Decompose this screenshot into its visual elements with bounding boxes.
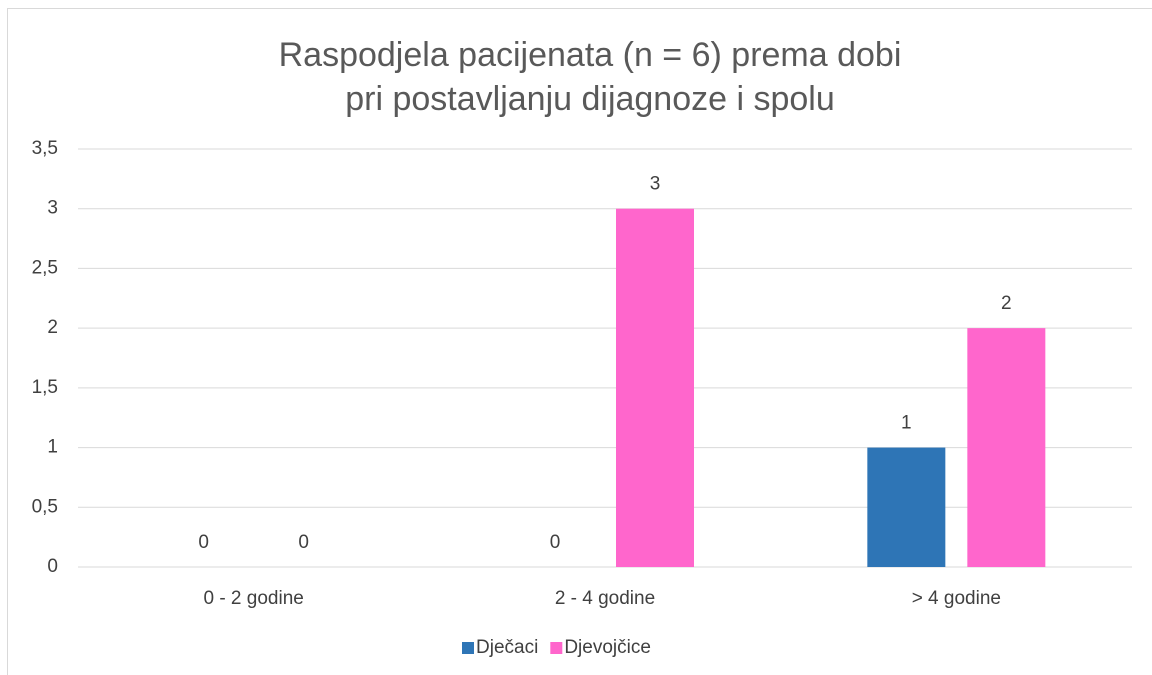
- data-label: 2: [1001, 293, 1012, 314]
- y-tick-label: 1,5: [32, 377, 58, 398]
- x-tick-label: 0 - 2 godine: [203, 588, 303, 609]
- y-tick-label: 0: [47, 556, 58, 577]
- x-tick-label: > 4 godine: [912, 588, 1001, 609]
- data-label: 3: [650, 174, 661, 195]
- data-label: 0: [550, 532, 561, 553]
- x-tick-label: 2 - 4 godine: [555, 588, 655, 609]
- bar: [867, 447, 946, 567]
- data-label: 0: [198, 532, 209, 553]
- y-tick-label: 0,5: [32, 496, 58, 517]
- y-tick-label: 2,5: [32, 257, 58, 278]
- legend-label: Dječaci: [476, 637, 538, 658]
- legend-swatch: [462, 642, 474, 654]
- bar: [967, 328, 1046, 567]
- chart-border: [7, 8, 1152, 675]
- data-label: 1: [901, 413, 912, 434]
- chart-title: pri postavljanju dijagnoze i spolu: [345, 80, 835, 118]
- y-tick-label: 3,5: [32, 138, 58, 159]
- y-tick-label: 1: [47, 437, 58, 458]
- chart-title: Raspodjela pacijenata (n = 6) prema dobi: [279, 36, 902, 74]
- legend-swatch: [550, 642, 563, 654]
- data-label: 0: [298, 532, 309, 553]
- bar: [616, 208, 694, 567]
- y-tick-label: 2: [47, 317, 58, 338]
- y-tick-label: 3: [47, 198, 58, 219]
- legend-label: Djevojčice: [564, 637, 651, 658]
